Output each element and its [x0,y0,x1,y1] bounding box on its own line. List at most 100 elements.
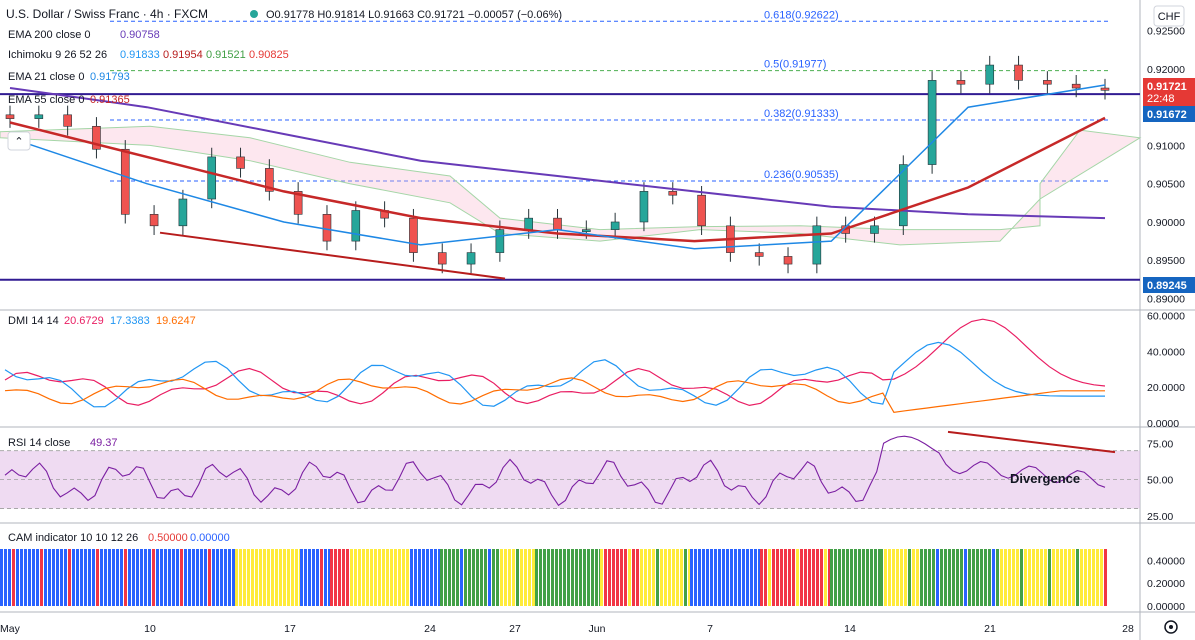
price-tick-label: 0.90500 [1147,179,1185,191]
cam-bar [312,549,315,606]
cam-bar [742,549,745,606]
candle[interactable] [120,140,130,224]
cam-bar [338,549,341,606]
rsi-divergence-line [947,430,1116,454]
cam-bar [900,549,903,606]
candle-body [437,252,447,265]
candle[interactable] [697,186,706,235]
cam-bar [543,549,546,606]
price-tick-label: 0.89000 [1147,294,1185,306]
cam-bar [512,549,515,606]
cam-bar [239,549,242,606]
cam-bar [394,549,397,606]
candle[interactable] [236,147,245,178]
cam-bar [402,549,405,606]
cam-bar [1040,549,1043,606]
cam-pane[interactable] [0,549,1107,606]
candle[interactable] [1014,55,1023,90]
cam-bar [830,549,833,606]
cam-bar [694,549,697,606]
legend-dmi-value-2: 17.3383 [110,315,150,327]
candle[interactable] [668,182,678,205]
rsi-pane[interactable] [0,430,1140,509]
fib-level-label: 0.382(0.91333) [764,108,839,120]
legend-ema55[interactable]: EMA 55 close 0 0.91365 [8,94,130,106]
legend-ichimoku[interactable]: Ichimoku 9 26 52 26 0.91833 0.91954 0.91… [8,49,289,61]
candle[interactable] [898,155,908,235]
cam-bar [84,549,87,606]
legend-ichimoku-label: Ichimoku 9 26 52 26 [8,49,107,61]
candle[interactable] [380,201,389,228]
cam-bar [251,549,254,606]
candle[interactable] [322,205,332,251]
cam-bar [204,549,207,606]
cam-bar [168,549,171,606]
candles-group[interactable] [5,55,1110,274]
cam-bar [764,549,767,606]
candle[interactable] [34,105,44,128]
cam-bar [591,549,594,606]
candle[interactable] [927,71,937,174]
cam-bar [828,549,831,606]
candle[interactable] [639,182,649,232]
candle[interactable] [92,117,101,159]
candle[interactable] [293,182,303,224]
candle[interactable] [63,105,72,136]
dmi-pane[interactable] [4,318,1106,413]
cam-bar [228,549,231,606]
cam-bar [255,549,258,606]
cam-bar [386,549,389,606]
cam-bar [350,549,353,606]
legend-ema200[interactable]: EMA 200 close 0 0.90758 [8,29,160,41]
candle[interactable] [207,147,217,209]
candle[interactable] [265,159,274,201]
cam-bar [1008,549,1011,606]
trend-line [159,231,506,280]
candle[interactable] [812,216,822,274]
cam-bar [378,549,381,606]
cam-bar [164,549,167,606]
cam-bar [567,549,570,606]
cam-bar [1092,549,1095,606]
candle[interactable] [985,55,995,94]
cam-bar [176,549,179,606]
cam-bar [148,549,151,606]
cam-bar [68,549,71,606]
candle[interactable] [178,189,188,235]
cam-bar [874,549,877,606]
cam-bar [636,549,639,606]
price-pane[interactable]: 0.618(0.92622) 0.5(0.91977) 0.382(0.91333)… [0,9,1142,281]
gear-icon[interactable] [1164,620,1178,634]
candle[interactable] [1043,71,1052,94]
time-tick-label: 10 [144,623,156,635]
cam-bar [976,549,979,606]
candle[interactable] [956,71,966,94]
candle[interactable] [610,212,620,239]
time-axis[interactable]: May 10 17 24 27 Jun 7 14 21 28 [0,623,1134,635]
cam-bar [664,549,667,606]
candle[interactable] [5,105,15,128]
currency-button[interactable]: CHF [1153,5,1185,27]
candle-body [265,168,274,192]
cam-bar [496,549,499,606]
candle[interactable] [437,243,447,274]
candle[interactable] [466,243,476,274]
legend-ema21[interactable]: EMA 21 close 0 0.91793 [8,71,130,83]
candle[interactable] [149,205,159,235]
candle-body [812,225,822,265]
candle[interactable] [783,247,793,274]
candle[interactable] [1071,75,1081,98]
legend-collapse-button[interactable]: ⌃ [7,131,31,151]
candle[interactable] [870,216,879,243]
cam-bar [267,549,270,606]
cam-bar [96,549,99,606]
candle-body [956,80,966,85]
candle[interactable] [1100,78,1110,100]
fib-level-label: 0.236(0.90535) [764,169,839,181]
candle[interactable] [754,243,764,266]
cam-bar [346,549,349,606]
symbol-title: U.S. Dollar / Swiss Franc · 4h · FXCM [6,7,208,21]
candle[interactable] [351,201,361,251]
cam-bar [1076,549,1079,606]
